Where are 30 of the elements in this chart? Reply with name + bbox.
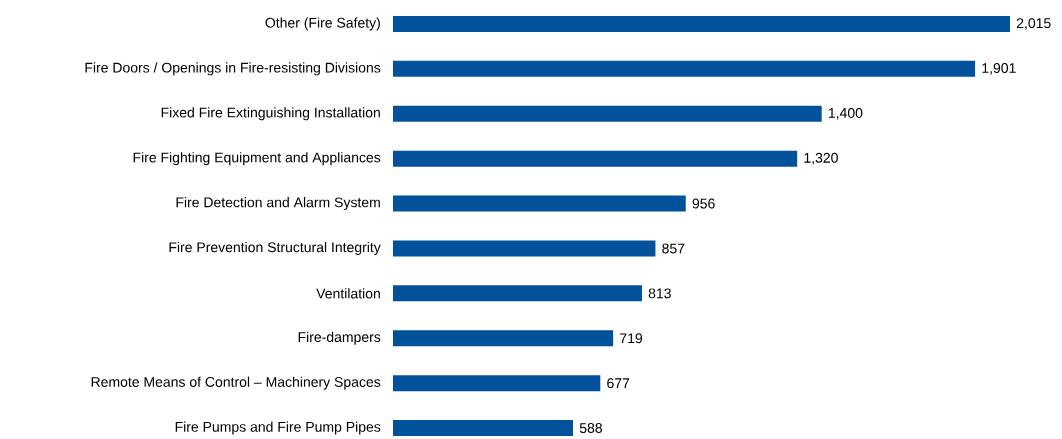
y-tick-label: Fire-dampers: [298, 331, 381, 345]
y-tick-label: Remote Means of Control – Machinery Spaces: [91, 376, 381, 390]
data-label: 677: [607, 378, 630, 389]
bar: [393, 420, 574, 437]
y-tick-label: Fire Doors / Openings in Fire-resisting Divisions: [85, 62, 381, 76]
y-tick-label: Ventilation: [316, 288, 380, 299]
bar: [393, 15, 1011, 32]
data-label: 1,400: [828, 107, 863, 120]
data-label: 857: [662, 243, 685, 254]
y-tick-label: Fire Pumps and Fire Pump Pipes: [175, 421, 381, 435]
bar: [393, 375, 601, 392]
y-tick-label: Other (Fire Safety): [265, 17, 380, 31]
data-label: 1,320: [804, 152, 838, 165]
bar: [393, 195, 686, 212]
y-tick-label: Fire Fighting Equipment and Appliances: [133, 152, 381, 166]
bar: [393, 330, 614, 347]
bar: [393, 60, 976, 77]
data-label: 956: [692, 198, 715, 209]
data-label: 813: [648, 288, 671, 299]
data-label: 2,015: [1016, 18, 1051, 30]
data-label: 1,901: [982, 63, 1016, 75]
bar: [393, 240, 656, 257]
bar: [393, 105, 822, 122]
data-label: 588: [579, 423, 602, 434]
bar: [393, 150, 798, 167]
y-tick-label: Fire Detection and Alarm System: [176, 197, 380, 211]
data-label: 719: [620, 333, 643, 344]
bar: [393, 285, 642, 302]
y-tick-label: Fixed Fire Extinguishing Installation: [161, 107, 380, 121]
y-tick-label: Fire Prevention Structural Integrity: [169, 241, 381, 255]
